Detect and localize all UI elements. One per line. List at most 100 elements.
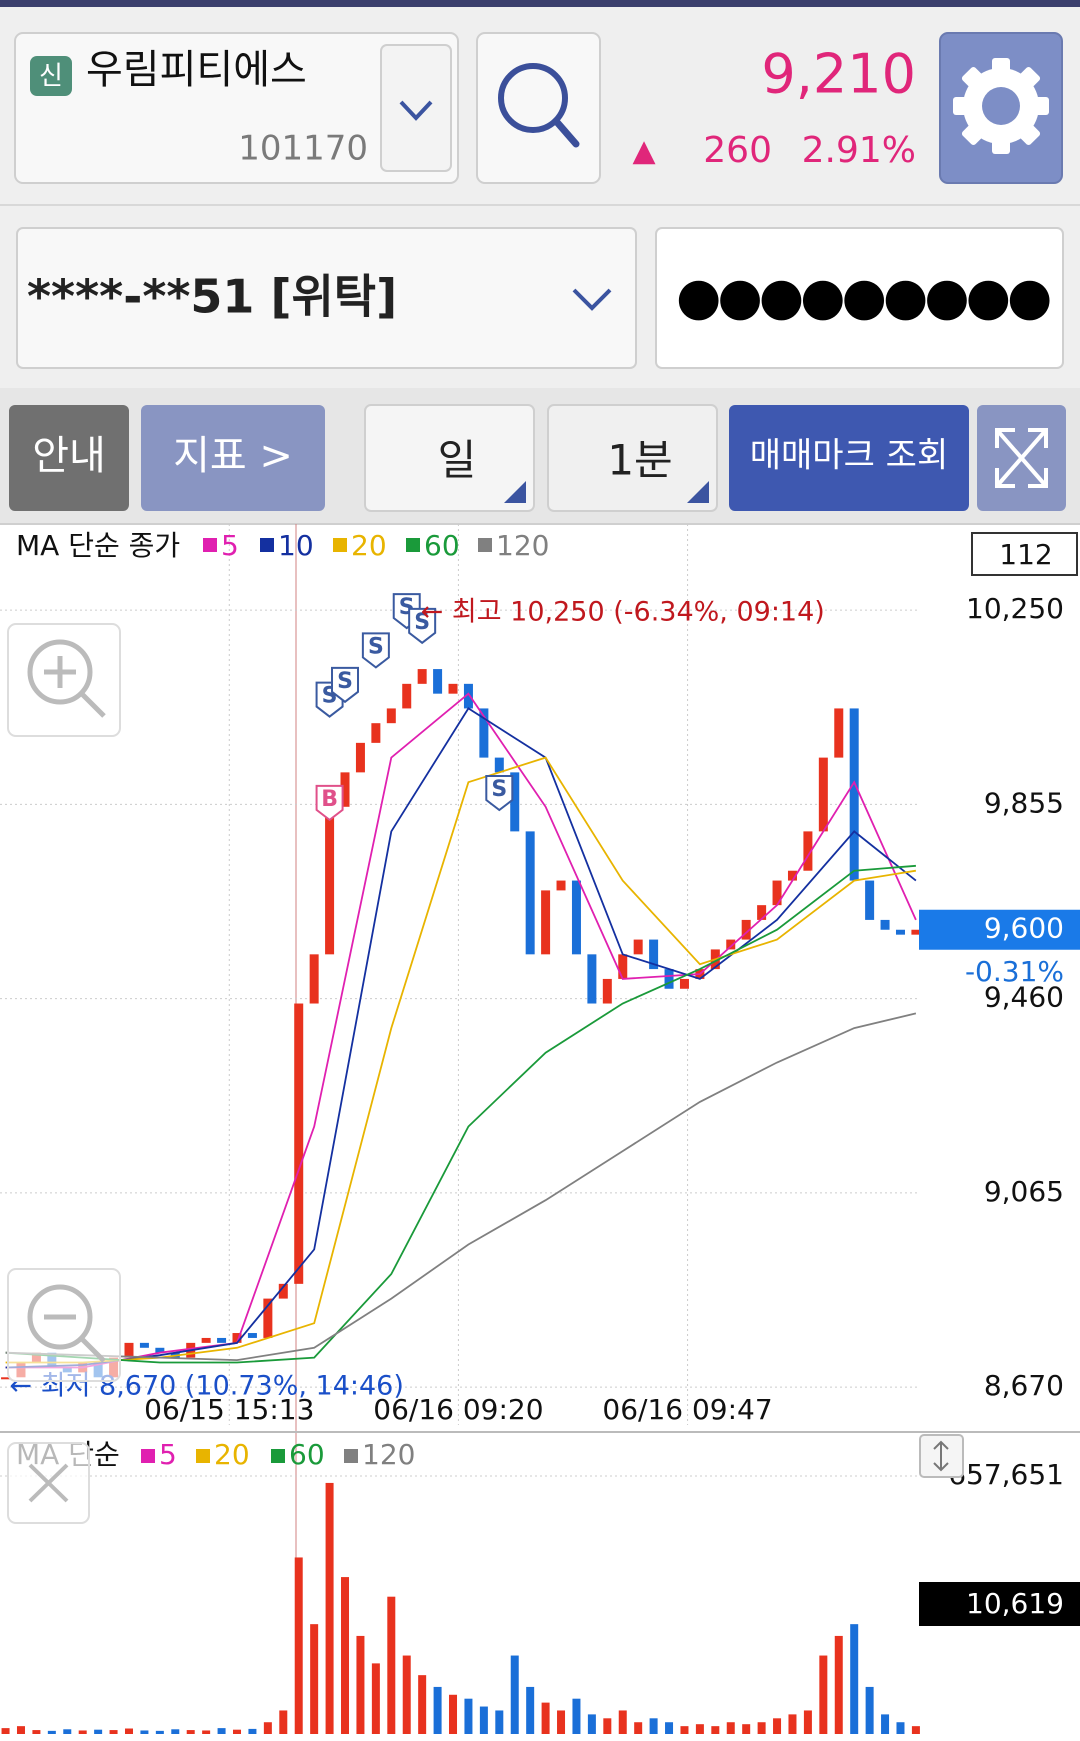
candle — [463, 683, 473, 709]
candle — [664, 969, 674, 989]
volume-bar — [603, 1718, 612, 1734]
volume-bar — [896, 1722, 905, 1734]
volume-bar — [78, 1730, 87, 1734]
candle — [247, 1333, 257, 1338]
legend-swatch — [406, 538, 420, 552]
candle — [726, 939, 736, 950]
legend-swatch — [260, 538, 274, 552]
trade-mark-label: 매매마크 조회 — [750, 436, 949, 476]
trade-mark-button[interactable] — [729, 405, 969, 511]
volume-current-box — [919, 1582, 1080, 1626]
volume-bar — [248, 1728, 257, 1734]
legend-title: MA 단순 종가 — [16, 529, 180, 562]
volume-bar — [495, 1710, 504, 1734]
password-field[interactable] — [655, 227, 1064, 369]
candle — [294, 1003, 304, 1284]
stock-box[interactable] — [14, 32, 459, 184]
candle — [263, 1298, 273, 1338]
volume-bar — [402, 1655, 411, 1734]
volume-bar — [649, 1718, 658, 1734]
volume-bar — [387, 1596, 396, 1734]
candle — [402, 683, 412, 709]
period-button[interactable] — [364, 404, 535, 512]
volume-bar — [695, 1724, 704, 1734]
candle — [818, 757, 828, 832]
candle — [510, 772, 520, 832]
legend-label: 120 — [362, 1438, 415, 1471]
y-tick-label: 9,065 — [984, 1175, 1064, 1208]
indicator-label: 지표 > — [173, 433, 293, 479]
volume-bar — [109, 1730, 118, 1734]
resize-button[interactable] — [919, 1434, 964, 1478]
candle — [386, 708, 396, 724]
ma-line — [5, 864, 916, 1364]
candle — [494, 757, 504, 773]
volume-bar — [865, 1686, 874, 1734]
trade-mark — [361, 632, 390, 669]
indicator-button[interactable] — [141, 405, 325, 511]
candle — [602, 978, 612, 1004]
stock-dropdown[interactable] — [380, 44, 452, 172]
chevron — [572, 288, 612, 311]
candle — [355, 742, 365, 773]
high-annotation: ← 최고 10,250 (-6.34%, 09:14) — [421, 597, 825, 628]
legend-label: 10 — [278, 529, 314, 562]
search-icon — [498, 63, 568, 133]
volume-bar — [94, 1729, 103, 1734]
trade-mark — [408, 607, 437, 645]
current-price-box — [919, 909, 1080, 950]
legend-label: 5 — [159, 1438, 177, 1471]
close-volume-button[interactable] — [7, 1442, 90, 1524]
badge — [30, 56, 72, 96]
zoom-out-button[interactable] — [7, 1268, 121, 1382]
search-button[interactable] — [476, 32, 601, 184]
change-rate: 2.91% — [802, 130, 916, 171]
candle — [325, 806, 335, 955]
expand-icon — [995, 428, 1048, 488]
ma-line — [5, 1012, 917, 1362]
volume-bar — [479, 1706, 488, 1734]
candle — [649, 939, 659, 970]
candle — [1, 1377, 11, 1380]
volume-bar — [63, 1729, 72, 1734]
legend-label: 60 — [289, 1438, 325, 1471]
candle — [772, 880, 782, 906]
count-label: 112 — [999, 538, 1052, 571]
trade-mark — [485, 775, 514, 812]
candle — [541, 890, 551, 955]
volume-bar — [634, 1722, 643, 1734]
volume-bar — [819, 1655, 828, 1734]
y-tick-label: 9,460 — [984, 981, 1064, 1014]
zoom-in-button[interactable] — [7, 623, 121, 737]
volume-bar — [171, 1729, 180, 1734]
candle — [217, 1337, 227, 1343]
candle — [155, 1347, 165, 1353]
info-label: 안내 — [32, 433, 106, 479]
stock-name: 우림피티에스 — [86, 47, 307, 93]
candle — [201, 1337, 211, 1343]
candle — [278, 1283, 288, 1299]
candle — [371, 723, 381, 743]
volume-bar — [325, 1482, 334, 1734]
candle — [633, 939, 643, 955]
info-button[interactable] — [9, 405, 129, 511]
volume-bar — [433, 1686, 442, 1734]
ma-line — [5, 707, 917, 1369]
volume-bar — [587, 1714, 596, 1734]
current-price: 9,600 — [984, 912, 1064, 945]
trade-mark — [315, 784, 344, 822]
account-select[interactable] — [16, 227, 637, 369]
volume-bar — [572, 1698, 581, 1734]
candle — [124, 1342, 134, 1358]
candle — [417, 669, 427, 684]
interval-button[interactable] — [547, 404, 718, 512]
volume-bar — [742, 1724, 751, 1734]
volume-bar — [618, 1710, 627, 1734]
x-tick-label: 06/16 09:47 — [602, 1393, 772, 1426]
candle — [865, 880, 875, 920]
legend-label: 60 — [424, 529, 460, 562]
current-change: -0.31% — [965, 955, 1064, 988]
candle — [571, 880, 581, 955]
trade-mark-label: S — [414, 610, 430, 635]
